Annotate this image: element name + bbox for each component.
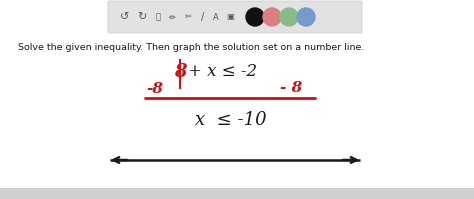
Text: ▣: ▣ bbox=[226, 13, 234, 21]
Text: Solve the given inequality. Then graph the solution set on a number line.: Solve the given inequality. Then graph t… bbox=[18, 43, 365, 52]
Text: /: / bbox=[201, 12, 205, 22]
Text: ↺: ↺ bbox=[120, 12, 130, 22]
Text: + x ≤ -2: + x ≤ -2 bbox=[188, 63, 257, 81]
Text: ✏: ✏ bbox=[168, 13, 175, 21]
FancyBboxPatch shape bbox=[108, 1, 362, 33]
Text: A: A bbox=[213, 13, 219, 21]
Text: 8: 8 bbox=[174, 63, 186, 81]
Text: ✂: ✂ bbox=[184, 13, 191, 21]
Circle shape bbox=[246, 8, 264, 26]
Text: x  ≤ -10: x ≤ -10 bbox=[195, 111, 266, 129]
Text: ↻: ↻ bbox=[137, 12, 146, 22]
Text: -8: -8 bbox=[146, 82, 164, 96]
Circle shape bbox=[263, 8, 281, 26]
Text: - 8: - 8 bbox=[280, 81, 302, 95]
Circle shape bbox=[297, 8, 315, 26]
Circle shape bbox=[280, 8, 298, 26]
Bar bbox=[0, 188, 474, 199]
Text: ⌖: ⌖ bbox=[155, 13, 161, 21]
